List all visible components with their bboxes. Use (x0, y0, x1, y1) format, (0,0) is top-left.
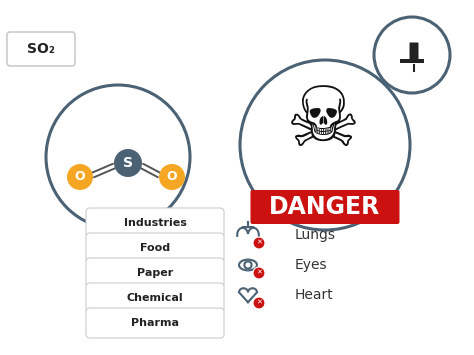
FancyBboxPatch shape (106, 261, 128, 285)
FancyBboxPatch shape (86, 308, 224, 338)
FancyBboxPatch shape (400, 59, 424, 63)
Text: Pharma: Pharma (131, 318, 179, 328)
FancyBboxPatch shape (250, 190, 400, 224)
Circle shape (240, 60, 410, 230)
Circle shape (67, 164, 93, 190)
Text: Paper: Paper (137, 268, 173, 278)
Circle shape (159, 164, 185, 190)
Text: Chemical: Chemical (127, 293, 183, 303)
Text: Eyes: Eyes (295, 258, 328, 272)
Text: ✕: ✕ (256, 300, 262, 306)
Circle shape (253, 237, 265, 249)
FancyBboxPatch shape (106, 311, 128, 335)
Text: ✕: ✕ (256, 270, 262, 276)
Text: Food: Food (140, 243, 170, 253)
Text: Industries: Industries (124, 218, 186, 228)
FancyBboxPatch shape (106, 211, 128, 235)
Text: O: O (75, 170, 85, 184)
Circle shape (114, 149, 142, 177)
Text: Lungs: Lungs (295, 228, 336, 242)
Circle shape (46, 85, 190, 229)
Text: O: O (167, 170, 177, 184)
FancyBboxPatch shape (86, 233, 224, 263)
FancyBboxPatch shape (106, 286, 128, 310)
Text: ✕: ✕ (256, 240, 262, 246)
Text: DANGER: DANGER (269, 195, 381, 219)
FancyBboxPatch shape (86, 283, 224, 313)
Text: S: S (123, 156, 133, 170)
Text: SO₂: SO₂ (27, 42, 55, 56)
Text: Heart: Heart (295, 288, 334, 302)
FancyBboxPatch shape (410, 43, 419, 60)
Circle shape (374, 17, 450, 93)
FancyBboxPatch shape (86, 258, 224, 288)
FancyBboxPatch shape (106, 236, 128, 260)
Circle shape (253, 297, 265, 309)
Circle shape (253, 267, 265, 279)
FancyBboxPatch shape (7, 32, 75, 66)
FancyBboxPatch shape (86, 208, 224, 238)
Text: ☠: ☠ (286, 82, 360, 164)
